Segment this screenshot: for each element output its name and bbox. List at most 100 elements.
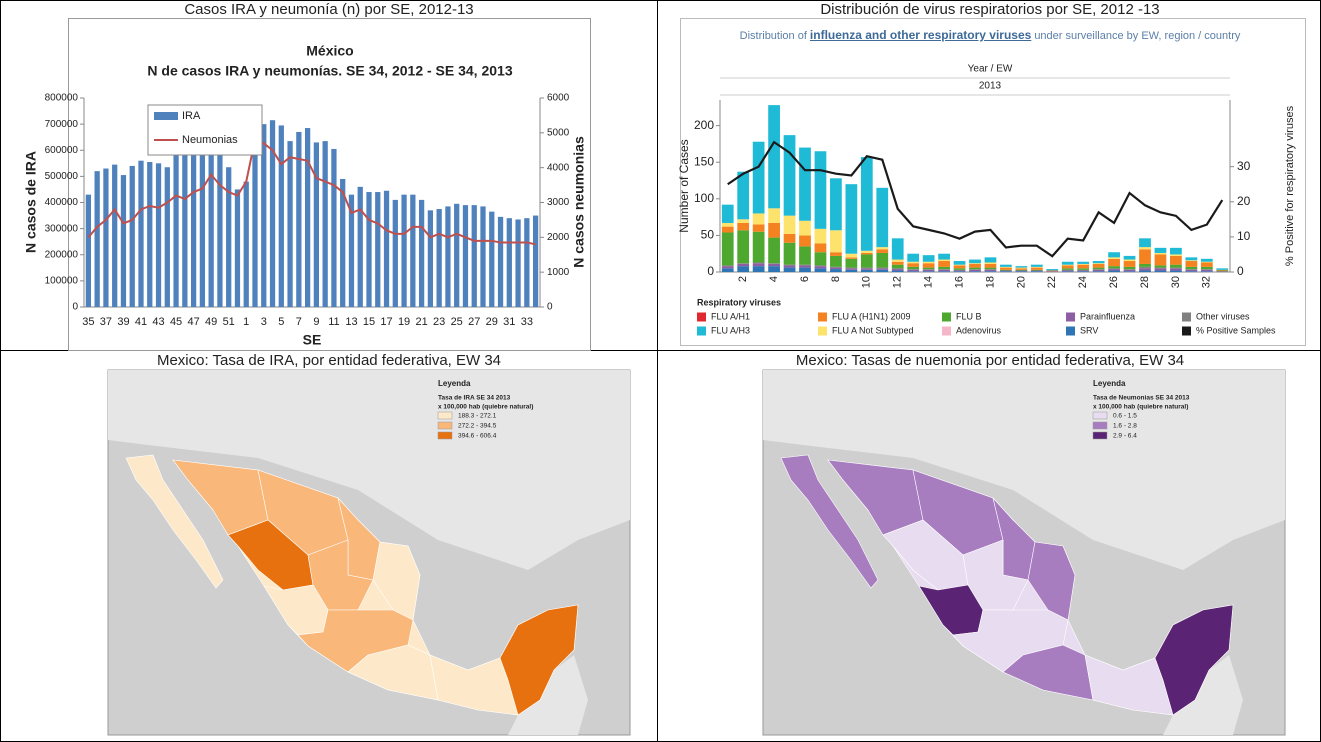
bar-segment xyxy=(1108,268,1120,270)
bar-segment xyxy=(721,232,734,266)
bar xyxy=(357,186,363,307)
y-tick-label: 50 xyxy=(701,228,715,242)
x-tick-label: 37 xyxy=(100,316,112,328)
y2-axis-label: % Positive for respiratory viruses xyxy=(1284,105,1296,266)
legend-swatch xyxy=(1066,312,1075,322)
legend-label: Other viruses xyxy=(1196,311,1250,321)
panel-title: Mexico: Tasa de IRA, por entidad federat… xyxy=(157,352,501,369)
bar-segment xyxy=(737,171,750,220)
bar-segment xyxy=(1170,264,1182,268)
bar-segment xyxy=(1185,271,1198,272)
bar-segment xyxy=(845,268,858,270)
bar xyxy=(269,120,276,307)
map: Leyenda Tasa de Neumonias SE 34 2013 x 100… xyxy=(762,369,1286,736)
bar-segment xyxy=(969,269,981,272)
bar-segment xyxy=(969,269,981,270)
legend-label: IRA xyxy=(182,110,201,122)
bar-segment xyxy=(1015,270,1028,272)
bar-segment xyxy=(1077,264,1090,269)
y-tick-label: 300000 xyxy=(45,223,79,234)
bar-segment xyxy=(860,250,873,253)
bar-segment xyxy=(1123,261,1136,267)
bar-segment xyxy=(953,265,966,269)
bar-segment xyxy=(953,261,966,265)
bar-segment xyxy=(1061,265,1074,269)
x-tick-label: 7 xyxy=(296,316,302,328)
bar-segment xyxy=(876,269,889,272)
bar xyxy=(261,124,267,307)
legend-unit: x 100,000 hab (quiebre natural) xyxy=(1093,404,1188,411)
legend-label: 188.3 - 272.1 xyxy=(458,413,497,420)
subtitle-link[interactable]: influenza and other respiratory viruses xyxy=(809,28,1032,42)
bar-segment xyxy=(752,262,765,264)
bar xyxy=(418,199,425,307)
bar-segment xyxy=(1077,268,1090,270)
x-tick-label: 33 xyxy=(521,316,533,328)
bar-segment xyxy=(799,267,811,272)
bar-segment xyxy=(1061,264,1074,266)
legend-label: FLU A (H1N1) 2009 xyxy=(832,311,911,321)
bar-segment xyxy=(845,253,858,258)
x-tick-label: 21 xyxy=(415,316,427,328)
bar-segment xyxy=(860,254,873,268)
y-tick-label: 200 xyxy=(694,118,714,132)
bar-segment xyxy=(860,252,873,255)
y-tick-label: 500000 xyxy=(45,171,79,182)
map-neighbor xyxy=(1163,655,1243,735)
x-tick-label: 24 xyxy=(1077,276,1089,288)
bar-segment xyxy=(721,222,734,227)
x-tick-label: 13 xyxy=(345,316,357,328)
legend-label: FLU A/H3 xyxy=(711,325,750,335)
map-state xyxy=(780,454,879,589)
bar-segment xyxy=(814,228,827,244)
y-tick-label: 600000 xyxy=(45,145,79,156)
x-tick-label: 26 xyxy=(1108,276,1120,288)
chart-frame xyxy=(68,18,591,351)
y2-tick-label: 30 xyxy=(1237,159,1251,173)
bar-segment xyxy=(783,264,796,266)
bar-segment xyxy=(1077,263,1090,265)
bar xyxy=(94,171,100,307)
x-tick-label: 12 xyxy=(892,276,904,288)
bar-segment xyxy=(768,263,780,264)
bar-segment xyxy=(1046,270,1059,272)
legend-label: Parainfluenza xyxy=(1080,311,1135,321)
bar-segment xyxy=(1139,266,1151,269)
subtitle-text: Distribution of xyxy=(739,30,807,42)
map: Leyenda Tasa de IRA SE 34 2013 x 100,000 h… xyxy=(107,369,631,736)
x-tick-label: 9 xyxy=(313,316,319,328)
bar xyxy=(375,192,381,307)
bar-segment xyxy=(938,269,950,270)
bar-segment xyxy=(799,220,811,236)
bar-segment xyxy=(984,262,997,264)
bar-segment xyxy=(1092,261,1105,264)
bar xyxy=(278,125,284,308)
bar xyxy=(304,128,311,307)
y2-tick-label: 2000 xyxy=(547,232,570,243)
bar-segment xyxy=(1030,264,1043,267)
x-tick-label: 10 xyxy=(861,276,873,288)
x-tick-label: 11 xyxy=(328,316,339,328)
bar-segment xyxy=(907,269,920,272)
bar-segment xyxy=(783,265,796,268)
x-tick-label: 14 xyxy=(923,276,935,288)
bar-segment xyxy=(1139,238,1151,248)
bar-segment xyxy=(969,263,981,268)
legend-layer: Tasa de Neumonias SE 34 2013 xyxy=(1093,395,1190,402)
bar-segment xyxy=(1185,269,1198,272)
bar-segment xyxy=(1123,269,1136,270)
bar-segment xyxy=(1061,261,1074,265)
bar-segment xyxy=(1108,252,1120,258)
bar-segment xyxy=(768,105,780,209)
bar-segment xyxy=(1015,271,1028,272)
x-tick-label: 30 xyxy=(1170,276,1182,288)
bar-segment xyxy=(1000,271,1012,272)
bar xyxy=(383,190,390,307)
bar-segment xyxy=(1000,264,1012,267)
bar-segment xyxy=(1046,271,1059,272)
bar-segment xyxy=(1139,249,1151,264)
x-tick-label: 5 xyxy=(278,316,284,328)
bar-segment xyxy=(1061,270,1074,272)
y2-tick-label: 3000 xyxy=(547,197,570,208)
